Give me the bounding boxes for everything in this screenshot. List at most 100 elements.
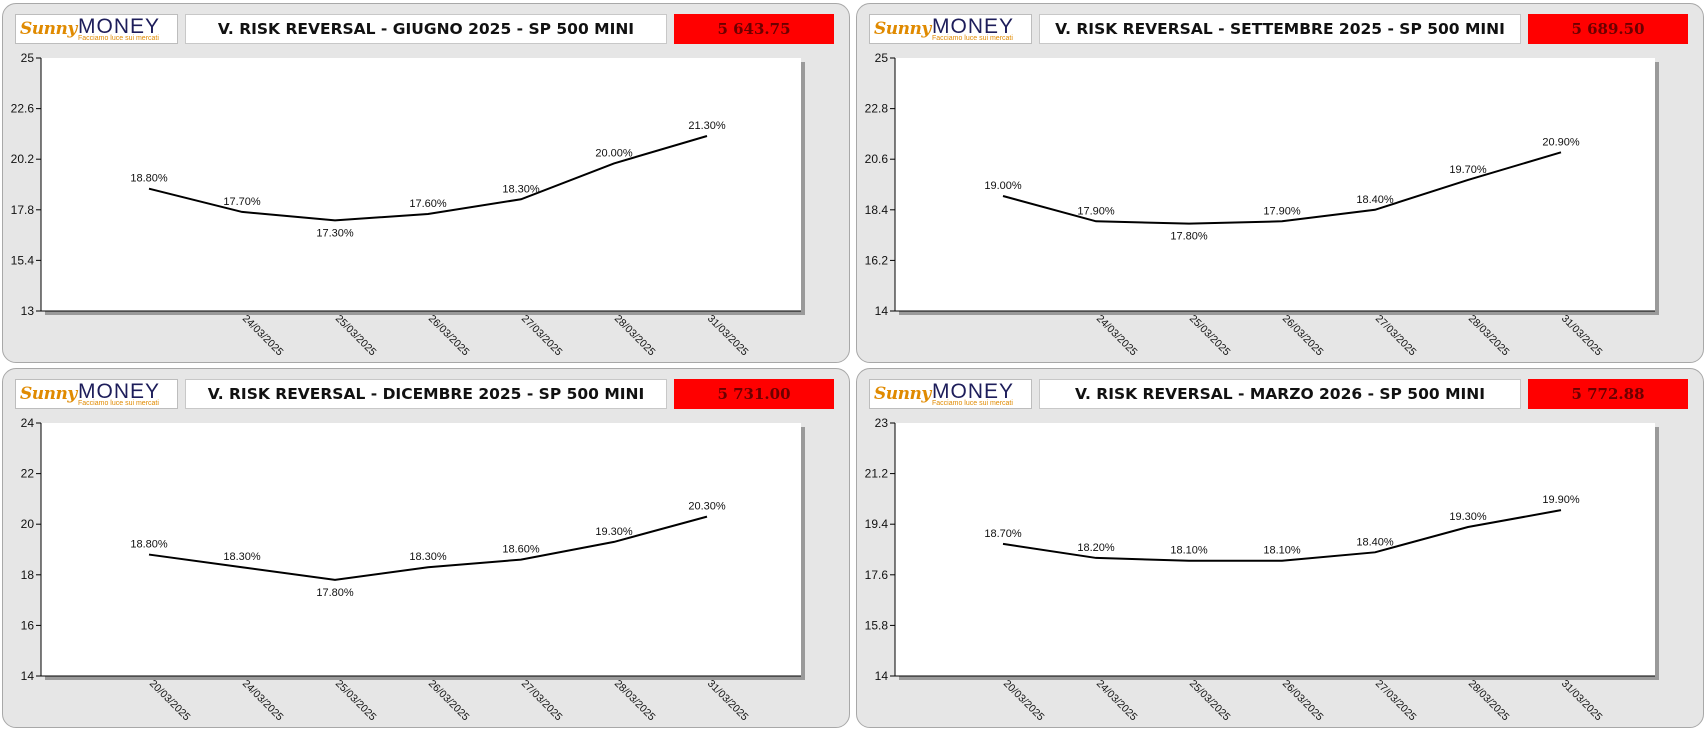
price-badge: 5 689.50 xyxy=(1528,14,1688,44)
data-label: 20.00% xyxy=(595,147,633,159)
data-label: 20.30% xyxy=(688,501,726,513)
y-tick-label: 21.2 xyxy=(865,467,889,481)
y-tick-label: 20.6 xyxy=(865,152,889,166)
y-tick-label: 14 xyxy=(875,669,889,683)
y-tick-label: 18.4 xyxy=(865,203,889,217)
y-tick-label: 20.2 xyxy=(11,152,35,166)
logo-money-text: MONEY xyxy=(78,15,161,38)
data-label: 17.60% xyxy=(409,198,447,210)
x-tick-label: 24/03/2025 xyxy=(1094,678,1140,724)
chart-title: V. RISK REVERSAL - MARZO 2026 - SP 500 M… xyxy=(1039,379,1521,409)
x-tick-label: 25/03/2025 xyxy=(333,313,379,359)
y-tick-label: 15.8 xyxy=(865,618,889,632)
logo-sunny-text: Sunny xyxy=(874,19,931,39)
data-label: 18.80% xyxy=(130,539,168,551)
line-chart: 24 22 20 18 16 14 20/03/2025 24/03/2025 25/03/20… xyxy=(21,416,805,724)
x-tick-label: 25/03/2025 xyxy=(333,678,379,724)
x-tick-label: 27/03/2025 xyxy=(519,678,565,724)
logo-tagline: Facciamo luce sui mercati xyxy=(78,35,159,42)
data-label: 18.30% xyxy=(502,183,540,195)
data-label: 18.60% xyxy=(502,544,540,556)
chart-panel-marzo-2026: Sunny MONEY Facciamo luce sui mercati V.… xyxy=(856,368,1704,728)
data-label: 19.70% xyxy=(1449,164,1487,176)
sunny-money-logo: Sunny MONEY Facciamo luce sui mercati xyxy=(15,379,178,409)
x-tick-label: 31/03/2025 xyxy=(705,313,751,359)
logo-sunny-text: Sunny xyxy=(20,19,77,39)
logo-money-text: MONEY xyxy=(932,380,1015,403)
data-label: 17.90% xyxy=(1263,205,1301,217)
price-badge: 5 772.88 xyxy=(1528,379,1688,409)
plot-area xyxy=(41,423,801,676)
chart-title: V. RISK REVERSAL - DICEMBRE 2025 - SP 50… xyxy=(185,379,667,409)
data-label: 19.30% xyxy=(595,526,633,538)
series-line xyxy=(1002,151,1562,225)
chart-title: V. RISK REVERSAL - GIUGNO 2025 - SP 500 … xyxy=(185,14,667,44)
x-tick-label: 24/03/2025 xyxy=(1094,313,1140,359)
y-tick-label: 20 xyxy=(21,517,35,531)
x-tick-label: 27/03/2025 xyxy=(1373,678,1419,724)
data-label: 18.80% xyxy=(130,173,168,185)
chart-panel-dicembre-2025: Sunny MONEY Facciamo luce sui mercati V.… xyxy=(2,368,850,728)
y-tick-label: 14 xyxy=(21,669,35,683)
data-label: 18.10% xyxy=(1170,545,1208,557)
x-tick-label: 26/03/2025 xyxy=(1280,678,1326,724)
x-tick-label: 25/03/2025 xyxy=(1187,313,1233,359)
data-label: 17.80% xyxy=(316,587,354,599)
data-label: 17.90% xyxy=(1077,205,1115,217)
data-label: 21.30% xyxy=(688,120,726,132)
x-tick-label: 26/03/2025 xyxy=(426,313,472,359)
y-tick-label: 14 xyxy=(875,304,889,318)
plot-area xyxy=(895,58,1655,311)
data-label: 18.30% xyxy=(223,551,261,563)
x-tick-label: 31/03/2025 xyxy=(705,678,751,724)
logo-money-text: MONEY xyxy=(932,15,1015,38)
x-tick-label: 24/03/2025 xyxy=(240,678,286,724)
y-tick-label: 16.2 xyxy=(865,253,889,267)
logo-tagline: Facciamo luce sui mercati xyxy=(932,35,1013,42)
y-tick-label: 24 xyxy=(21,416,35,430)
data-label: 18.20% xyxy=(1077,542,1115,554)
x-tick-label: 24/03/2025 xyxy=(240,313,286,359)
data-label: 19.00% xyxy=(984,180,1022,192)
plot-area xyxy=(895,423,1655,676)
y-tick-label: 22 xyxy=(21,467,35,481)
data-label: 18.70% xyxy=(984,528,1022,540)
line-chart: 25 22.8 20.6 18.4 16.2 14 24/03/2025 25/03/2025… xyxy=(865,51,1659,359)
sunny-money-logo: Sunny MONEY Facciamo luce sui mercati xyxy=(869,379,1032,409)
x-tick-label: 26/03/2025 xyxy=(426,678,472,724)
series-line xyxy=(148,515,708,581)
y-tick-label: 22.8 xyxy=(865,102,889,116)
logo-money-text: MONEY xyxy=(78,380,161,403)
y-tick-label: 18 xyxy=(21,568,35,582)
sunny-money-logo: Sunny MONEY Facciamo luce sui mercati xyxy=(869,14,1032,44)
sunny-money-logo: Sunny MONEY Facciamo luce sui mercati xyxy=(15,14,178,44)
data-label: 20.90% xyxy=(1542,136,1580,148)
data-label: 19.90% xyxy=(1542,494,1580,506)
x-tick-label: 26/03/2025 xyxy=(1280,313,1326,359)
data-label: 17.30% xyxy=(316,227,354,239)
chart-title: V. RISK REVERSAL - SETTEMBRE 2025 - SP 5… xyxy=(1039,14,1521,44)
x-tick-label: 28/03/2025 xyxy=(612,313,658,359)
data-label: 18.40% xyxy=(1356,194,1394,206)
x-tick-label: 28/03/2025 xyxy=(1466,678,1512,724)
data-label: 18.30% xyxy=(409,551,447,563)
chart-panel-settembre-2025: Sunny MONEY Facciamo luce sui mercati V.… xyxy=(856,3,1704,363)
price-badge: 5 731.00 xyxy=(674,379,834,409)
data-label: 18.10% xyxy=(1263,545,1301,557)
series-line xyxy=(148,135,708,222)
x-tick-label: 28/03/2025 xyxy=(612,678,658,724)
x-tick-label: 25/03/2025 xyxy=(1187,678,1233,724)
x-tick-label: 27/03/2025 xyxy=(519,313,565,359)
y-tick-label: 25 xyxy=(21,51,35,65)
y-tick-label: 25 xyxy=(875,51,889,65)
x-tick-label: 20/03/2025 xyxy=(1001,678,1047,724)
chart-panel-giugno-2025: Sunny MONEY Facciamo luce sui mercati V.… xyxy=(2,3,850,363)
y-tick-label: 17.6 xyxy=(865,568,889,582)
price-badge: 5 643.75 xyxy=(674,14,834,44)
x-tick-label: 20/03/2025 xyxy=(147,678,193,724)
y-tick-label: 23 xyxy=(875,416,889,430)
y-tick-label: 13 xyxy=(21,304,35,318)
y-tick-label: 16 xyxy=(21,618,35,632)
x-tick-label: 31/03/2025 xyxy=(1559,313,1605,359)
logo-tagline: Facciamo luce sui mercati xyxy=(932,400,1013,407)
